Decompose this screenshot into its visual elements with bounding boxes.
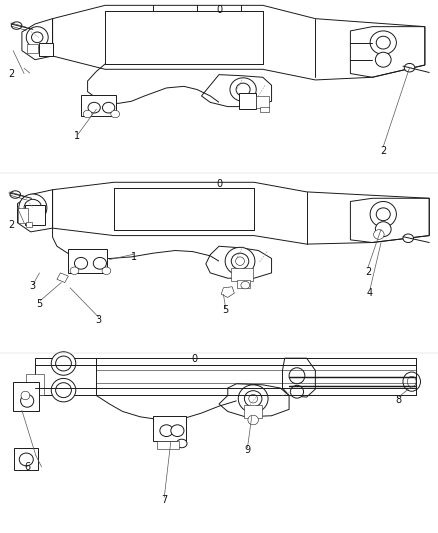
Ellipse shape xyxy=(374,230,384,239)
Ellipse shape xyxy=(21,394,34,407)
Bar xyxy=(39,43,53,56)
Bar xyxy=(25,205,45,225)
Ellipse shape xyxy=(56,383,71,398)
Text: 2: 2 xyxy=(8,220,14,230)
Ellipse shape xyxy=(88,102,100,113)
Text: 3: 3 xyxy=(30,281,36,291)
Bar xyxy=(81,95,116,116)
Bar xyxy=(260,107,269,112)
Ellipse shape xyxy=(236,257,244,265)
Bar xyxy=(14,448,38,470)
Bar xyxy=(239,93,256,109)
Text: 8: 8 xyxy=(396,395,402,405)
Bar xyxy=(68,249,107,273)
Ellipse shape xyxy=(177,439,187,448)
Ellipse shape xyxy=(21,391,30,400)
Bar xyxy=(157,441,179,449)
Ellipse shape xyxy=(19,453,33,466)
Bar xyxy=(237,280,250,288)
Ellipse shape xyxy=(51,352,76,375)
Bar xyxy=(153,416,186,441)
Ellipse shape xyxy=(10,191,21,198)
Text: 6: 6 xyxy=(24,462,30,472)
Ellipse shape xyxy=(290,385,304,398)
Text: 9: 9 xyxy=(244,446,251,455)
Text: 2: 2 xyxy=(380,147,386,156)
Bar xyxy=(256,96,269,108)
Ellipse shape xyxy=(32,32,43,43)
Ellipse shape xyxy=(231,253,249,269)
Ellipse shape xyxy=(11,22,22,29)
Text: 7: 7 xyxy=(161,495,167,505)
Bar xyxy=(231,268,253,281)
Ellipse shape xyxy=(225,247,255,275)
Ellipse shape xyxy=(289,368,305,384)
Ellipse shape xyxy=(51,378,76,402)
Ellipse shape xyxy=(375,222,391,237)
Ellipse shape xyxy=(19,194,47,222)
Ellipse shape xyxy=(24,199,42,216)
Ellipse shape xyxy=(403,372,420,391)
Ellipse shape xyxy=(376,208,390,221)
Text: 3: 3 xyxy=(95,315,102,325)
Ellipse shape xyxy=(102,102,115,113)
Ellipse shape xyxy=(375,52,391,67)
Ellipse shape xyxy=(26,27,48,48)
Ellipse shape xyxy=(236,83,250,96)
Ellipse shape xyxy=(370,31,396,54)
Ellipse shape xyxy=(370,201,396,227)
Ellipse shape xyxy=(160,425,173,437)
Bar xyxy=(26,222,32,227)
Bar xyxy=(244,405,262,418)
Ellipse shape xyxy=(249,394,258,403)
Text: 1: 1 xyxy=(131,252,137,262)
Bar xyxy=(27,44,38,53)
Text: 1: 1 xyxy=(74,131,80,141)
Ellipse shape xyxy=(56,356,71,371)
Ellipse shape xyxy=(171,425,184,437)
Ellipse shape xyxy=(74,257,88,269)
Ellipse shape xyxy=(70,267,79,274)
Ellipse shape xyxy=(111,110,120,118)
Text: 0: 0 xyxy=(216,5,222,14)
Text: 0: 0 xyxy=(192,354,198,364)
Ellipse shape xyxy=(404,63,415,72)
Ellipse shape xyxy=(241,281,250,289)
Ellipse shape xyxy=(102,267,111,274)
Text: 5: 5 xyxy=(223,305,229,315)
Text: 0: 0 xyxy=(216,179,222,189)
Bar xyxy=(18,208,28,223)
Bar xyxy=(13,382,39,411)
Text: 2: 2 xyxy=(365,267,371,277)
Ellipse shape xyxy=(230,78,256,101)
Ellipse shape xyxy=(248,415,258,425)
Ellipse shape xyxy=(244,391,262,407)
Ellipse shape xyxy=(83,110,92,118)
Text: 2: 2 xyxy=(8,69,14,78)
Ellipse shape xyxy=(93,257,106,269)
Text: 4: 4 xyxy=(367,288,373,298)
Ellipse shape xyxy=(376,36,390,49)
Text: 5: 5 xyxy=(36,299,42,309)
Ellipse shape xyxy=(403,234,413,243)
Bar xyxy=(26,374,44,395)
Ellipse shape xyxy=(238,385,268,413)
Ellipse shape xyxy=(407,376,416,387)
